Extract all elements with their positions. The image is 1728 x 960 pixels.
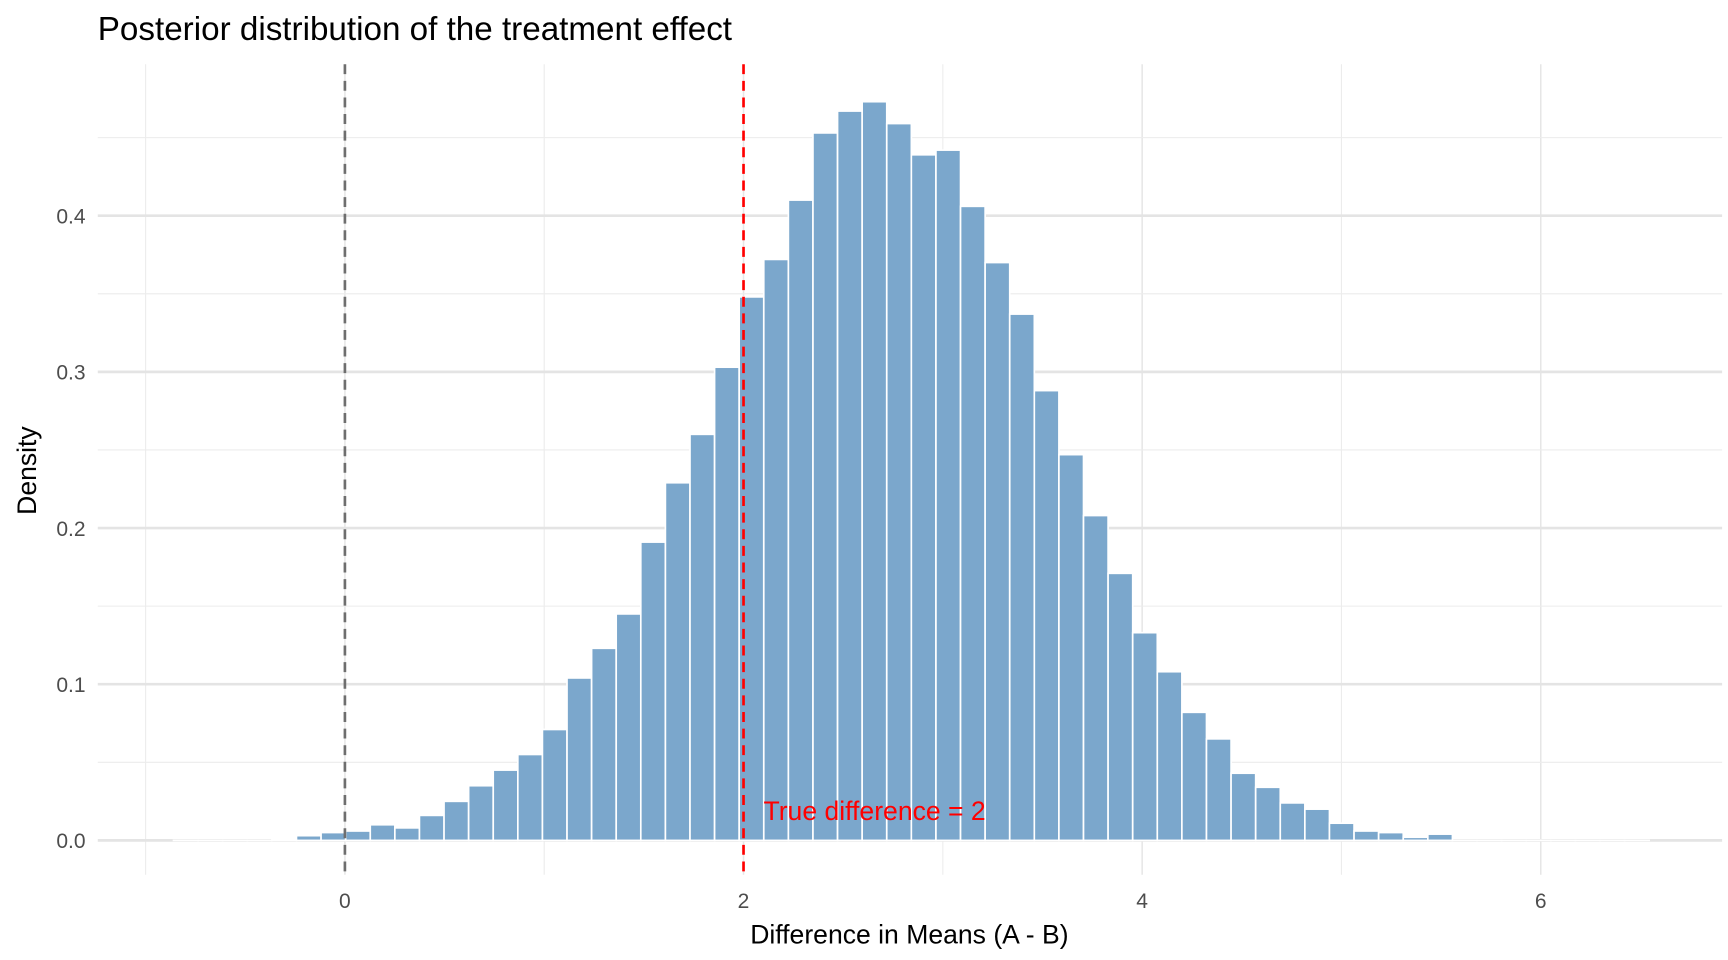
histogram-bar — [566, 677, 593, 842]
histogram-bar — [787, 199, 814, 842]
histogram-bar — [1427, 833, 1454, 842]
histogram-bar — [1205, 738, 1232, 842]
histogram-bar — [1058, 453, 1085, 842]
histogram-bar — [615, 613, 642, 842]
histogram-bar — [664, 481, 691, 842]
histogram-bar — [1402, 836, 1429, 842]
histogram-bar — [1353, 830, 1380, 842]
y-tick-label: 0.4 — [56, 205, 86, 228]
histogram-bar — [1033, 389, 1060, 842]
histogram-bar — [541, 728, 568, 842]
bars — [172, 100, 1651, 842]
y-axis-label: Density — [12, 426, 42, 515]
histogram-bar — [1008, 313, 1036, 842]
y-tick-label: 0.0 — [56, 830, 85, 853]
histogram-bar — [910, 153, 937, 842]
histogram-bar — [1279, 802, 1306, 842]
histogram-bar — [1107, 572, 1134, 842]
histogram-bar — [271, 837, 298, 842]
histogram-bar — [1181, 711, 1208, 842]
histogram-bar — [394, 827, 421, 842]
histogram-bar — [344, 830, 372, 842]
y-tick-label: 0.3 — [56, 362, 85, 385]
histogram-bar — [295, 834, 322, 842]
histogram-bar — [1304, 808, 1331, 842]
histogram-bar — [812, 132, 839, 842]
histogram-bar — [418, 814, 445, 842]
histogram-bar — [984, 261, 1011, 842]
chart-title: Posterior distribution of the treatment … — [98, 11, 732, 48]
histogram-bar — [1230, 772, 1257, 842]
histogram-bar — [590, 647, 618, 842]
histogram-bar — [443, 800, 470, 842]
histogram-bar — [517, 753, 544, 842]
annotation-true-difference: True difference = 2 — [763, 796, 985, 826]
reference-lines — [343, 64, 745, 875]
histogram-bar — [935, 149, 962, 842]
y-tick-label: 0.1 — [56, 674, 85, 697]
histogram-bar — [492, 769, 519, 842]
histogram-bar — [467, 784, 495, 842]
histogram-bar — [762, 258, 790, 842]
histogram-bar — [1131, 631, 1159, 842]
x-tick-label: 4 — [1136, 890, 1148, 913]
histogram-bar — [1082, 514, 1109, 842]
histogram-bar — [689, 433, 716, 842]
histogram-bar — [1156, 670, 1183, 842]
histogram-bar — [885, 122, 913, 842]
y-tick-labels: 0.0 0.1 0.2 0.3 0.4 — [56, 205, 86, 853]
histogram-bar — [959, 205, 986, 842]
histogram-bar — [1377, 831, 1405, 842]
histogram-bar — [1328, 822, 1355, 842]
x-tick-label: 0 — [339, 890, 351, 913]
histogram-bar — [836, 110, 863, 842]
x-tick-label: 2 — [738, 890, 750, 913]
histogram-bar — [320, 831, 347, 842]
y-tick-label: 0.2 — [56, 518, 85, 541]
histogram-bar — [713, 366, 741, 842]
histogram-bar — [1254, 786, 1282, 842]
histogram-bar — [369, 823, 396, 842]
x-tick-label: 6 — [1535, 890, 1547, 913]
x-axis-label: Difference in Means (A - B) — [750, 919, 1068, 949]
histogram-bar — [639, 541, 667, 842]
x-tick-labels: 0 2 4 6 — [339, 890, 1547, 913]
histogram-bar — [861, 100, 888, 842]
